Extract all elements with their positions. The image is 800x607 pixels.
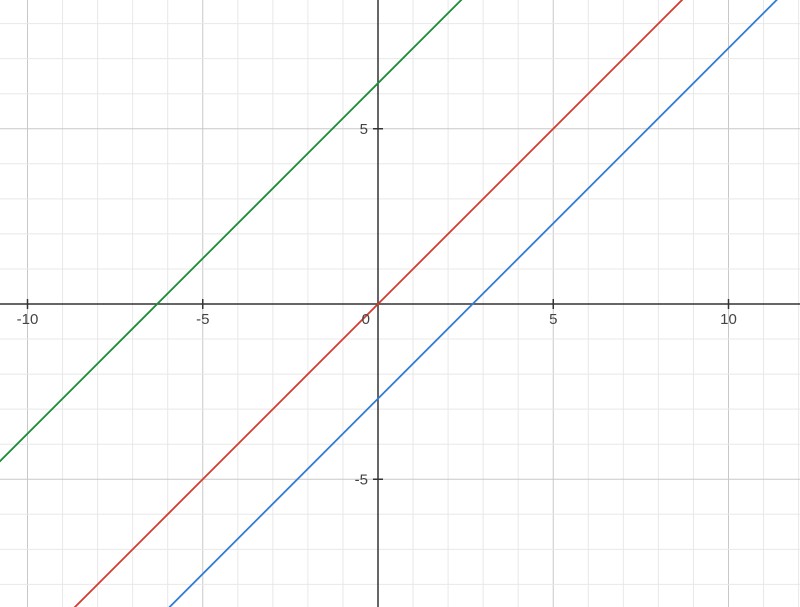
x-axis-label: 10 [720,311,737,328]
y-axis-label: 5 [360,121,368,138]
y-axis-label: -5 [355,471,368,488]
x-axis-label: -10 [17,311,39,328]
x-axis-label: 0 [362,311,370,328]
x-axis-label: 5 [549,311,557,328]
chart-svg: -10 -5 0 5 10 -5 5 [0,0,800,607]
x-axis-label: -5 [196,311,209,328]
green-line [0,0,799,462]
coordinate-plane-chart: -10 -5 0 5 10 -5 5 [0,0,800,607]
axes [0,0,800,607]
